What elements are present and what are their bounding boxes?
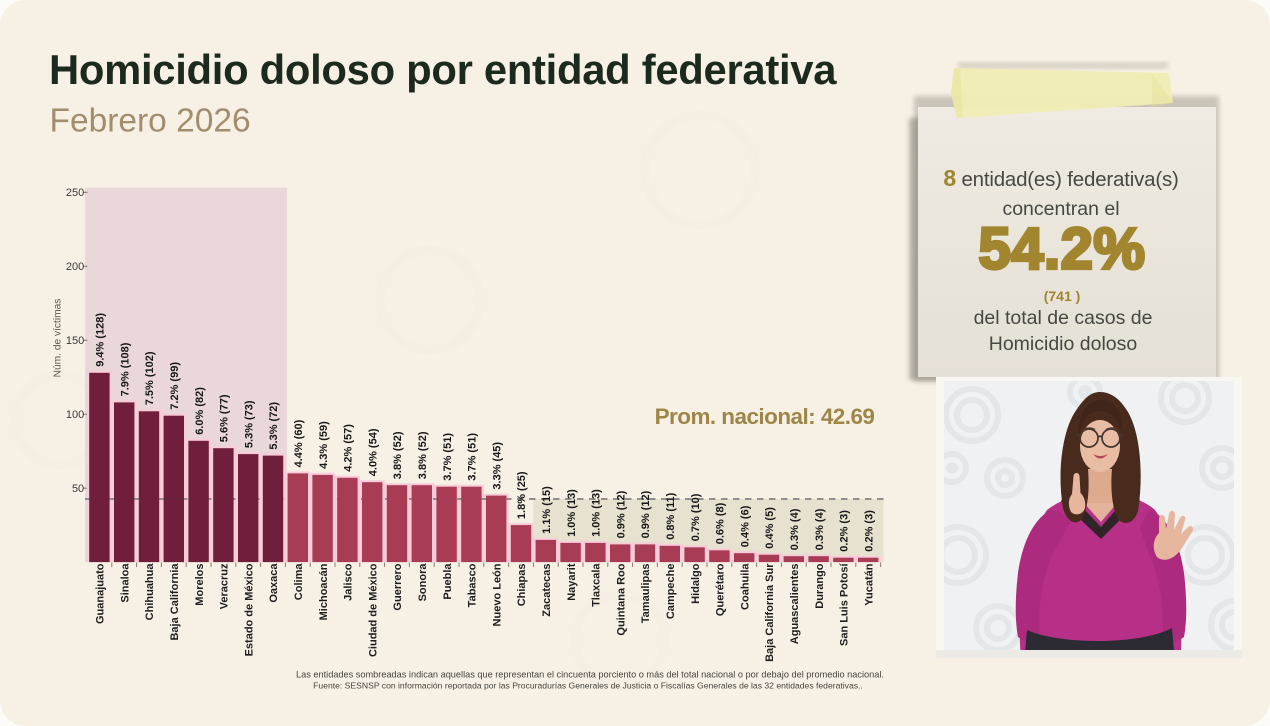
- svg-text:3.7% (51): 3.7% (51): [467, 433, 479, 481]
- svg-text:3.8% (52): 3.8% (52): [417, 431, 429, 479]
- svg-text:54.2%: 54.2%: [979, 217, 1146, 282]
- svg-text:Aguascalientes: Aguascalientes: [789, 564, 801, 645]
- svg-text:7.2% (99): 7.2% (99): [169, 362, 181, 410]
- svg-text:Febrero 2026: Febrero 2026: [50, 103, 251, 140]
- svg-text:Sonora: Sonora: [417, 563, 429, 602]
- svg-text:Jalisco: Jalisco: [343, 563, 355, 601]
- svg-text:Chiapas: Chiapas: [516, 564, 528, 607]
- svg-text:1.0% (13): 1.0% (13): [591, 489, 603, 537]
- svg-text:4.0% (54): 4.0% (54): [367, 428, 379, 476]
- svg-text:1.1% (15): 1.1% (15): [541, 486, 553, 534]
- svg-text:Baja California: Baja California: [169, 563, 181, 641]
- svg-text:del total de casos de: del total de casos de: [974, 307, 1153, 329]
- svg-text:3.8% (52): 3.8% (52): [392, 431, 404, 479]
- svg-text:4.4% (60): 4.4% (60): [293, 419, 305, 467]
- svg-text:3.3% (45): 3.3% (45): [491, 442, 503, 490]
- svg-text:5.6% (77): 5.6% (77): [219, 394, 231, 442]
- svg-text:(741 ): (741 ): [1044, 288, 1081, 304]
- svg-text:0.9% (12): 0.9% (12): [615, 490, 627, 538]
- svg-text:Las entidades sombreadas indic: Las entidades sombreadas indican aquella…: [296, 670, 884, 680]
- svg-text:Querétaro: Querétaro: [715, 563, 727, 616]
- svg-text:3.7% (51): 3.7% (51): [442, 433, 454, 481]
- svg-text:4.3% (59): 4.3% (59): [318, 421, 330, 469]
- svg-text:1.8% (25): 1.8% (25): [516, 471, 528, 519]
- svg-text:Oaxaca: Oaxaca: [268, 563, 280, 603]
- svg-text:5.3% (73): 5.3% (73): [243, 400, 255, 448]
- svg-text:Campeche: Campeche: [665, 564, 677, 620]
- svg-text:Baja California Sur: Baja California Sur: [764, 563, 776, 662]
- svg-text:Núm. de víctimas: Núm. de víctimas: [53, 299, 64, 378]
- svg-text:0.4% (5): 0.4% (5): [764, 507, 776, 549]
- svg-text:6.0% (82): 6.0% (82): [194, 387, 206, 435]
- svg-text:Chihuahua: Chihuahua: [144, 563, 156, 621]
- svg-text:Ciudad de México: Ciudad de México: [367, 563, 379, 657]
- svg-text:1.0% (13): 1.0% (13): [566, 489, 578, 537]
- svg-text:Tamaulipas: Tamaulipas: [640, 564, 652, 624]
- svg-text:Prom. nacional: 42.69: Prom. nacional: 42.69: [655, 404, 875, 429]
- svg-text:0.7% (10): 0.7% (10): [690, 493, 702, 541]
- svg-text:Sinaloa: Sinaloa: [119, 563, 131, 603]
- svg-text:7.5% (102): 7.5% (102): [144, 351, 156, 405]
- svg-text:Colima: Colima: [293, 563, 305, 601]
- svg-text:Tabasco: Tabasco: [467, 563, 479, 607]
- svg-text:Quintana Roo: Quintana Roo: [615, 563, 627, 635]
- svg-text:Morelos: Morelos: [194, 564, 206, 606]
- svg-text:Coahuila: Coahuila: [739, 563, 751, 610]
- svg-text:9.4% (128): 9.4% (128): [95, 313, 107, 367]
- svg-text:200: 200: [66, 261, 84, 273]
- svg-text:Homicidio doloso: Homicidio doloso: [989, 333, 1138, 355]
- svg-text:4.2% (57): 4.2% (57): [343, 424, 355, 472]
- svg-text:0.3% (4): 0.3% (4): [789, 508, 801, 550]
- svg-text:Homicidio doloso por entidad f: Homicidio doloso por entidad federativa: [49, 46, 837, 93]
- svg-text:Zacatecas: Zacatecas: [541, 564, 553, 617]
- svg-text:Durango: Durango: [814, 563, 826, 609]
- svg-text:Michoacán: Michoacán: [318, 563, 330, 620]
- svg-text:Guerrero: Guerrero: [392, 563, 404, 610]
- svg-text:Fuente: SESNSP con información: Fuente: SESNSP con información reportada…: [313, 681, 863, 691]
- svg-text:250: 250: [66, 187, 84, 199]
- svg-text:Estado de México: Estado de México: [243, 563, 255, 656]
- svg-text:Guanajuato: Guanajuato: [95, 563, 107, 624]
- svg-text:San Luis Potosí: San Luis Potosí: [839, 563, 851, 646]
- svg-text:Nayarit: Nayarit: [566, 563, 578, 601]
- svg-text:Yucatán: Yucatán: [863, 563, 875, 605]
- svg-text:Nuevo León: Nuevo León: [491, 563, 503, 626]
- svg-text:0.6% (8): 0.6% (8): [715, 502, 727, 544]
- svg-text:Veracruz: Veracruz: [219, 563, 231, 609]
- svg-text:100: 100: [66, 409, 84, 421]
- svg-text:0.2% (3): 0.2% (3): [839, 510, 851, 552]
- svg-text:Hidalgo: Hidalgo: [690, 563, 702, 604]
- svg-text:0.2% (3): 0.2% (3): [863, 510, 875, 552]
- svg-text:7.9% (108): 7.9% (108): [119, 342, 131, 396]
- svg-text:0.4% (6): 0.4% (6): [739, 505, 751, 547]
- svg-text:150: 150: [66, 335, 84, 347]
- svg-text:0.8% (11): 0.8% (11): [665, 492, 677, 539]
- svg-text:Tlaxcala: Tlaxcala: [591, 563, 603, 607]
- svg-text:50: 50: [72, 483, 84, 495]
- svg-text:8 entidad(es) federativa(s): 8 entidad(es) federativa(s): [943, 165, 1178, 191]
- svg-text:5.3% (72): 5.3% (72): [268, 402, 280, 450]
- svg-text:0.3% (4): 0.3% (4): [814, 508, 826, 550]
- svg-text:concentran el: concentran el: [1002, 198, 1119, 220]
- svg-text:0.9% (12): 0.9% (12): [640, 490, 652, 538]
- svg-text:Puebla: Puebla: [442, 563, 454, 600]
